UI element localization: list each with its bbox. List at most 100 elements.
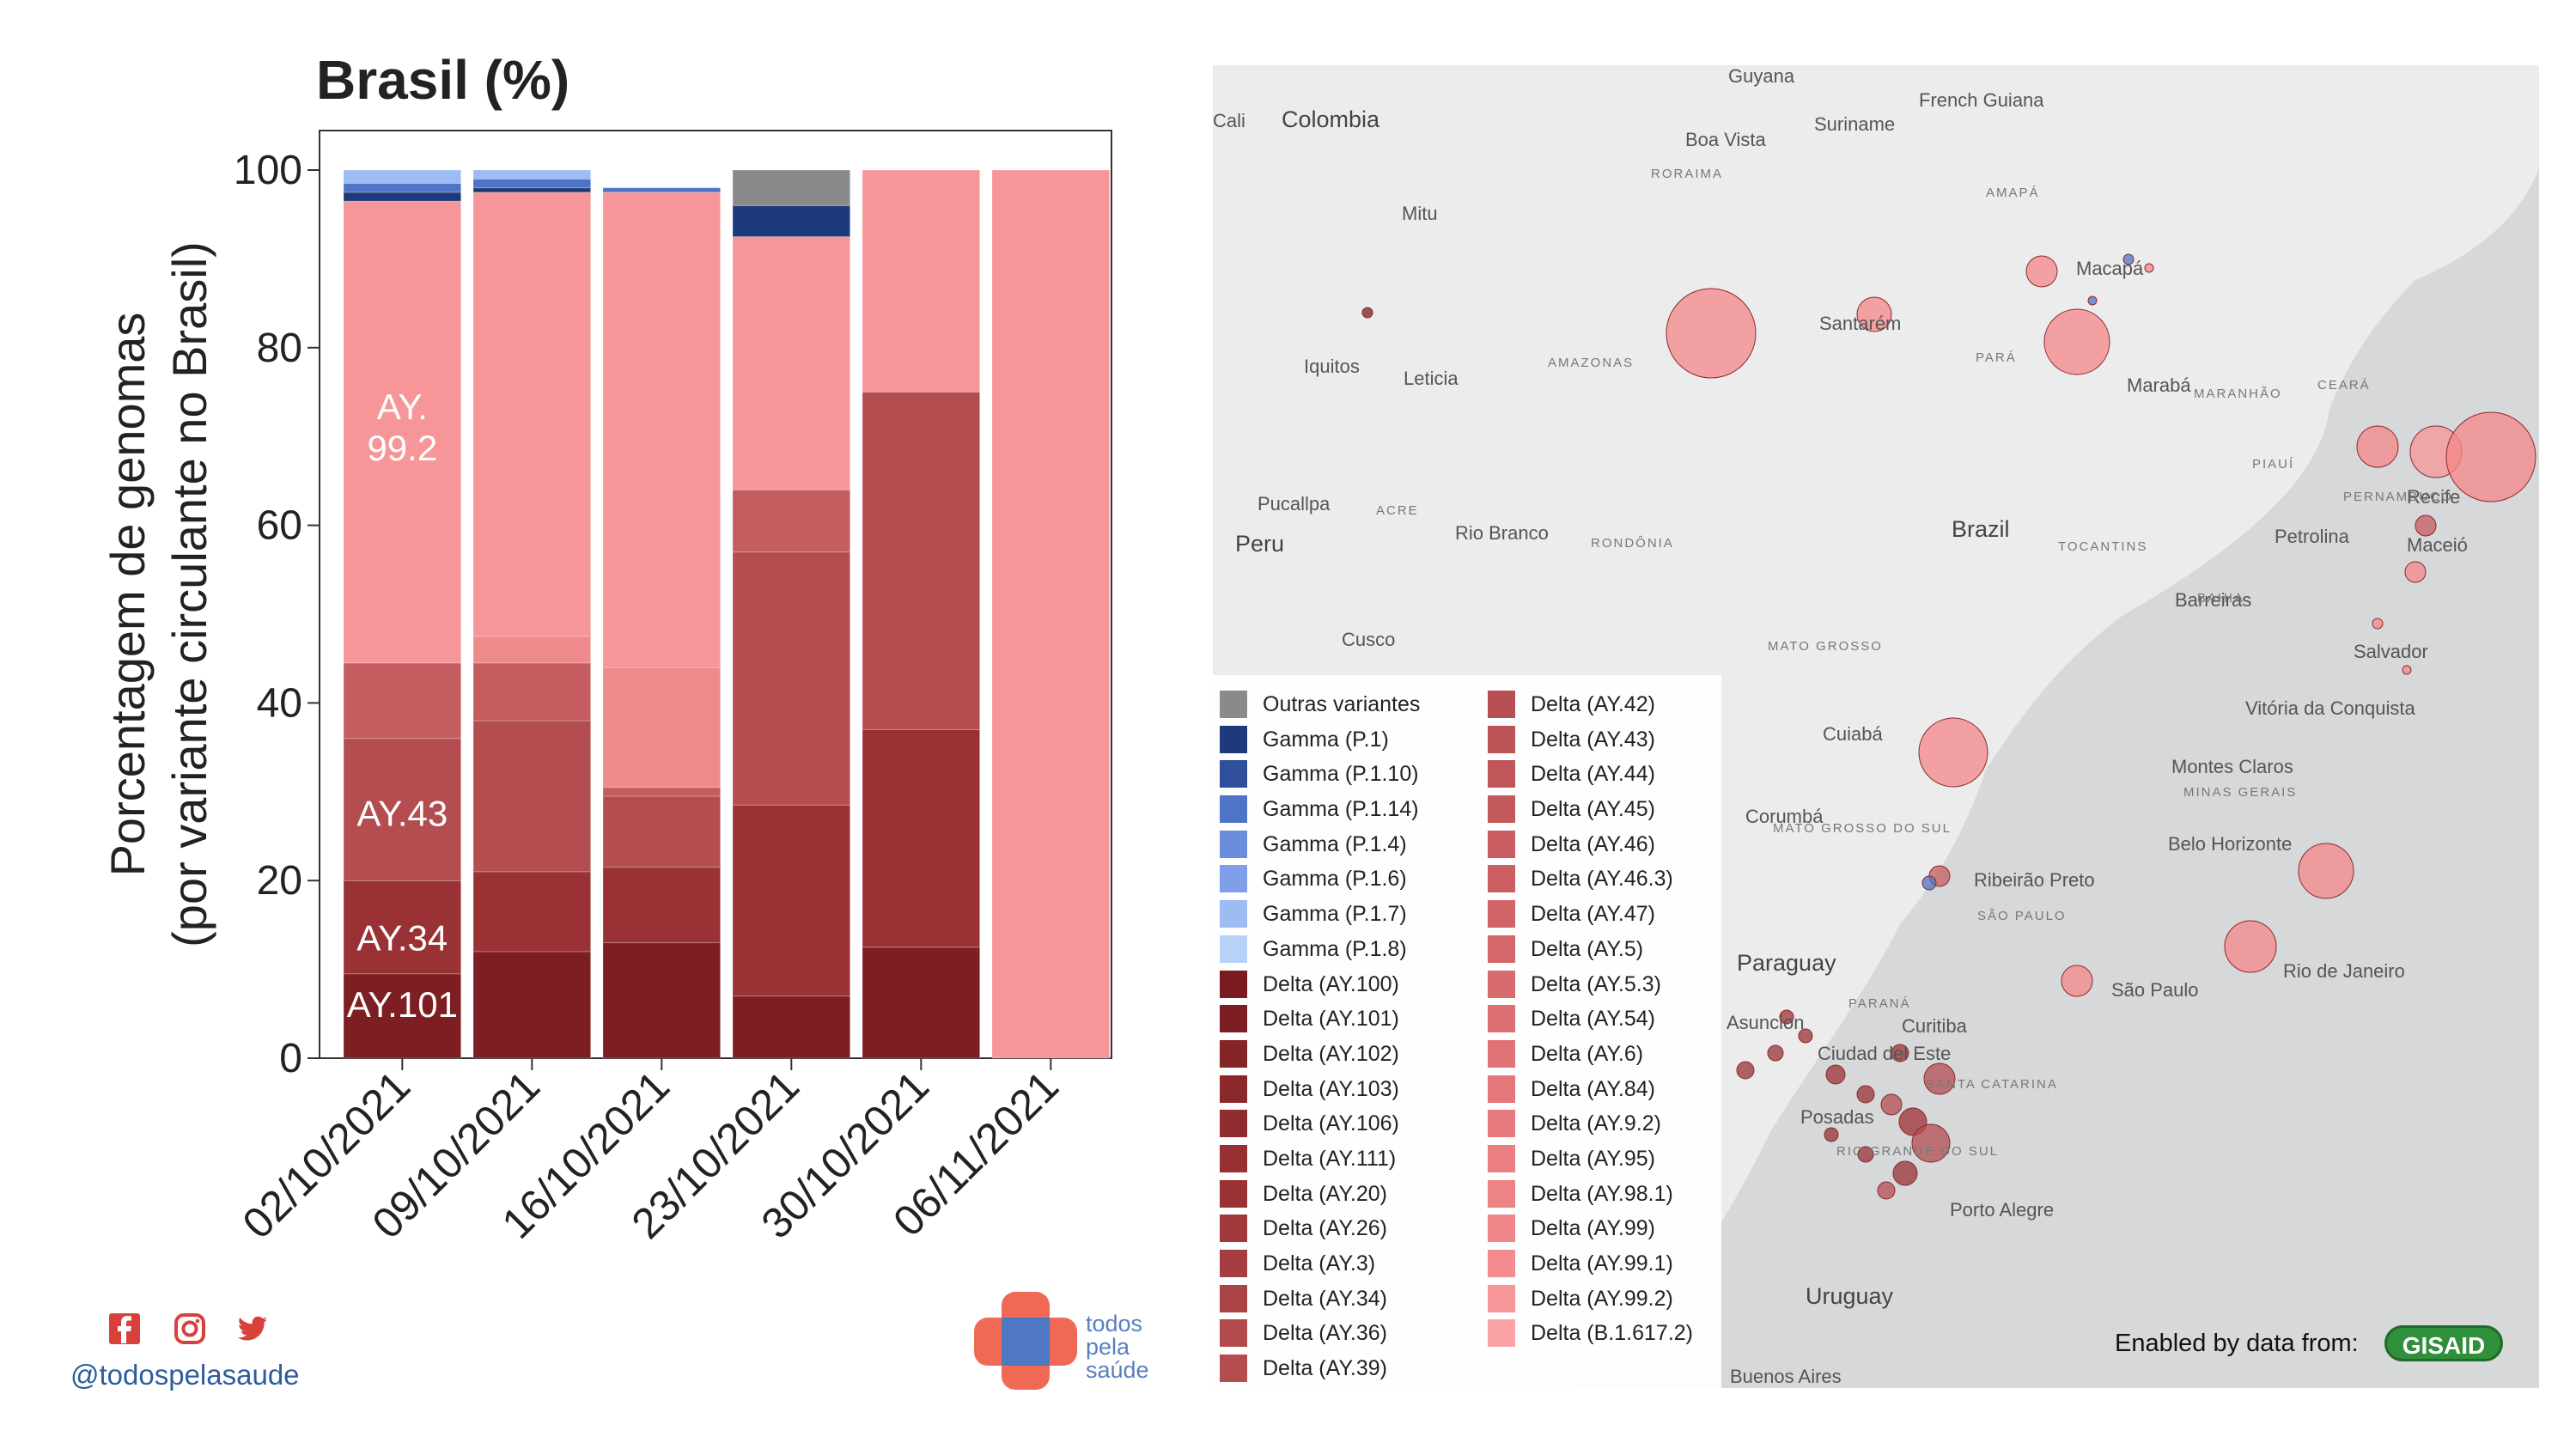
legend-swatch xyxy=(1488,900,1515,928)
bar-segment xyxy=(472,187,592,193)
legend-swatch xyxy=(1220,1005,1247,1033)
map-bubble[interactable] xyxy=(2087,295,2098,306)
map-bubble[interactable] xyxy=(2372,618,2384,630)
legend-swatch xyxy=(1488,725,1515,753)
map-bubble[interactable] xyxy=(1880,1093,1903,1116)
map-bubble[interactable] xyxy=(2224,920,2277,973)
map-bubble[interactable] xyxy=(2402,665,2412,675)
bar-segment xyxy=(602,787,722,797)
bar-segment xyxy=(343,169,462,185)
map-bubble[interactable] xyxy=(1891,1044,1909,1062)
legend-label: Delta (AY.101) xyxy=(1263,1007,1399,1032)
y-tick-label: 80 xyxy=(257,326,302,371)
bar-annotation: AY.101 xyxy=(347,984,458,1025)
legend-swatch xyxy=(1220,1110,1247,1138)
map-bubble[interactable] xyxy=(1824,1127,1839,1142)
bar-segment xyxy=(862,947,981,1059)
map-label: MATO GROSSO xyxy=(1768,639,1883,654)
legend-swatch xyxy=(1488,1179,1515,1208)
map-label: Montes Claros xyxy=(2171,756,2293,777)
legend-swatch xyxy=(1220,725,1247,753)
map-bubble[interactable] xyxy=(1856,296,1892,332)
map-label: SÃO PAULO xyxy=(1977,909,2067,923)
map-bubble[interactable] xyxy=(1767,1044,1784,1062)
legend-label: Delta (AY.47) xyxy=(1531,902,1655,927)
map-bubble[interactable] xyxy=(1877,1181,1896,1200)
map-label: Brazil xyxy=(1952,516,2010,542)
y-tick-label: 100 xyxy=(234,148,302,193)
legend-label: Gamma (P.1.7) xyxy=(1263,902,1407,927)
map-bubble[interactable] xyxy=(1857,1146,1874,1163)
bar-segment xyxy=(602,942,722,1059)
bar-segment xyxy=(343,192,462,202)
map-label: Asuncion xyxy=(1726,1012,1805,1033)
legend-swatch xyxy=(1220,970,1247,998)
social-handle[interactable]: @todospelasaude xyxy=(70,1359,300,1391)
gisaid-credit: Enabled by data from: xyxy=(2115,1330,2359,1357)
map-label: Uruguay xyxy=(1806,1283,1894,1309)
instagram-icon[interactable] xyxy=(174,1312,206,1345)
map-bubble[interactable] xyxy=(1911,1123,1951,1163)
map-label: Cuiabá xyxy=(1823,723,1883,745)
map-bubble[interactable] xyxy=(1779,1009,1794,1025)
map-label: Corumbá xyxy=(1745,806,1824,827)
legend-label: Gamma (P.1.14) xyxy=(1263,797,1419,822)
map-bubble[interactable] xyxy=(1923,1062,1956,1095)
map-label: Porto Alegre xyxy=(1950,1199,2055,1221)
map-bubble[interactable] xyxy=(1918,717,1988,788)
legend-label: Delta (AY.9.2) xyxy=(1531,1111,1661,1136)
map-bubble[interactable] xyxy=(2144,263,2154,273)
map-bubble[interactable] xyxy=(2025,255,2058,288)
map-label: Barreiras xyxy=(2175,589,2252,611)
map-bubble[interactable] xyxy=(1921,875,1937,891)
map-bubble[interactable] xyxy=(2122,253,2134,265)
bar-segment xyxy=(602,795,722,868)
map-bubble[interactable] xyxy=(2356,425,2399,468)
legend-label: Gamma (P.1.10) xyxy=(1263,762,1419,787)
legend-label: Delta (AY.6) xyxy=(1531,1041,1644,1066)
map-bubble[interactable] xyxy=(1892,1160,1918,1186)
map-label: ACRE xyxy=(1376,503,1419,518)
twitter-icon[interactable] xyxy=(237,1312,270,1345)
legend-label: Gamma (P.1.4) xyxy=(1263,831,1407,856)
map-bubble[interactable] xyxy=(1361,307,1373,319)
legend-label: Delta (AY.3) xyxy=(1263,1251,1376,1275)
legend-swatch xyxy=(1220,1319,1247,1348)
map-label: Recife xyxy=(2407,486,2461,508)
bar-segment xyxy=(472,192,592,637)
map-bubble[interactable] xyxy=(2298,843,2354,899)
map-bubble[interactable] xyxy=(1825,1064,1846,1085)
map-bubble[interactable] xyxy=(2415,514,2437,537)
legend-label: Delta (AY.26) xyxy=(1263,1216,1387,1241)
map-label: BAHIA xyxy=(2197,591,2245,606)
map-bubble[interactable] xyxy=(2043,308,2110,375)
map-label: Curitiba xyxy=(1902,1015,1967,1037)
bar-segment xyxy=(343,200,462,664)
legend-swatch xyxy=(1488,935,1515,963)
map-bubble[interactable] xyxy=(1736,1061,1755,1080)
map-label: Colombia xyxy=(1282,107,1380,132)
map-label: Posadas xyxy=(1800,1106,1874,1128)
legend-swatch xyxy=(1220,1355,1247,1383)
bar-segment xyxy=(862,728,981,948)
bar-segment xyxy=(472,871,592,953)
legend-label: Delta (AY.36) xyxy=(1263,1321,1387,1346)
facebook-icon[interactable] xyxy=(108,1312,141,1345)
map-label: PIAUÍ xyxy=(2252,457,2295,472)
map-bubble[interactable] xyxy=(1856,1085,1875,1104)
map-label: RIO GRANDE DO SUL xyxy=(1836,1144,2000,1159)
map-bubble[interactable] xyxy=(2404,561,2427,583)
map-bubble[interactable] xyxy=(2061,965,2093,997)
map-label: Boa Vista xyxy=(1685,129,1766,150)
legend-swatch xyxy=(1488,1005,1515,1033)
legend-swatch xyxy=(1220,900,1247,928)
legend-label: Delta (AY.45) xyxy=(1531,797,1655,822)
bar-segment xyxy=(472,169,592,180)
legend-swatch xyxy=(1488,795,1515,824)
map-bubble[interactable] xyxy=(1798,1028,1813,1044)
map-label: Rio de Janeiro xyxy=(2283,960,2405,982)
bar-segment xyxy=(602,667,722,788)
map-bubble[interactable] xyxy=(1666,288,1757,379)
todos-pela-saude-wordmark: todos pela saúde xyxy=(1086,1312,1149,1382)
map-bubble[interactable] xyxy=(2445,411,2536,502)
